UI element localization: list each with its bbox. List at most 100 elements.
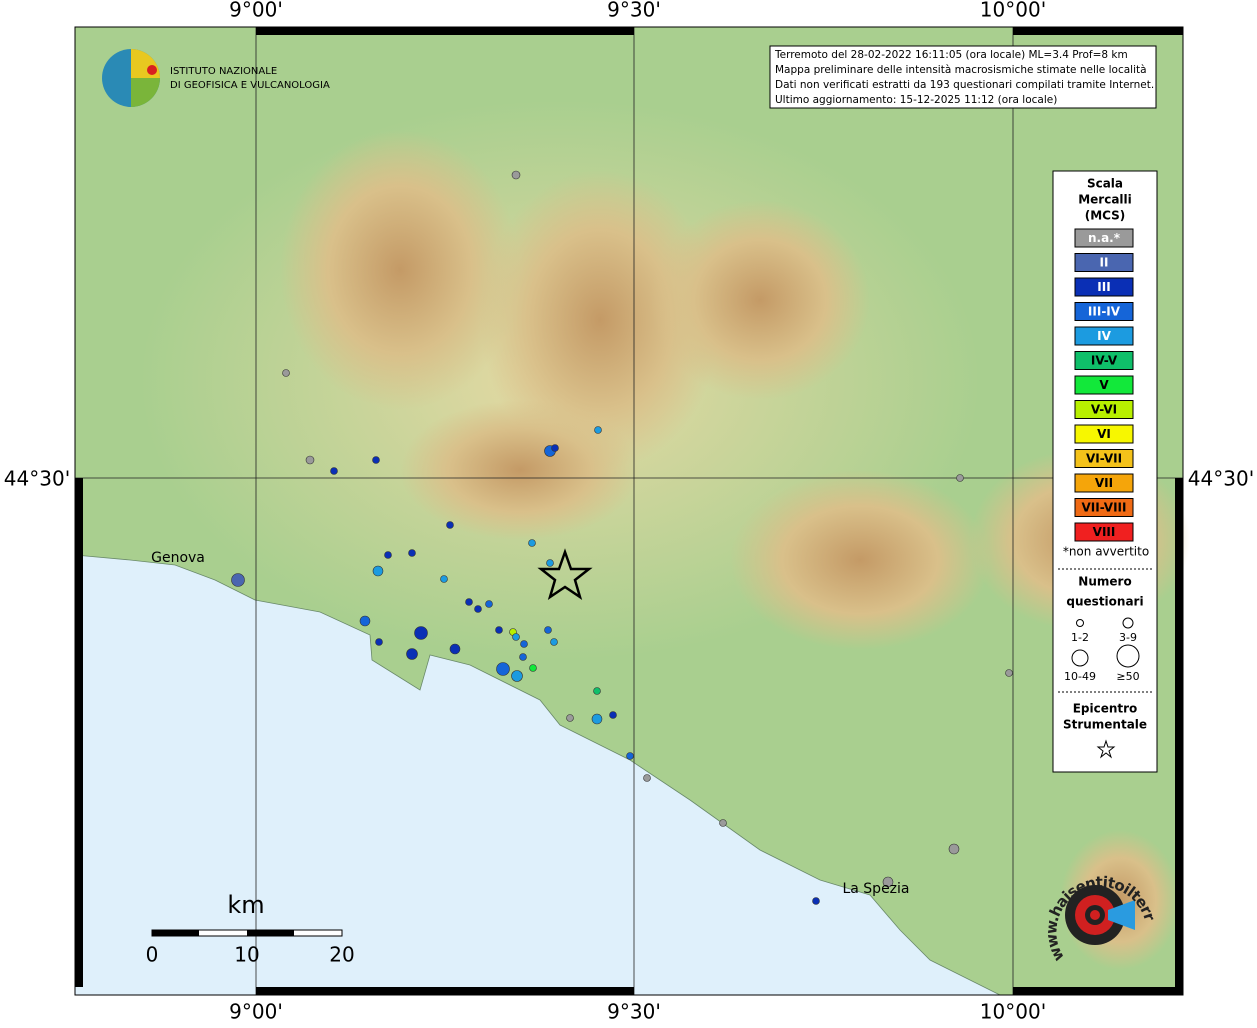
legend-label: VII <box>1095 476 1113 490</box>
legend-label: VII-VIII <box>1081 501 1126 515</box>
scale-tick: 20 <box>329 943 354 967</box>
lon-label: 9°00' <box>229 1000 283 1024</box>
lon-label: 10°00' <box>980 0 1046 22</box>
intensity-point <box>359 615 371 627</box>
lon-label: 9°30' <box>607 0 661 22</box>
legend-swatch <box>1074 424 1134 444</box>
legend-title: Scala <box>1087 177 1123 191</box>
info-box <box>769 45 1157 109</box>
legend-label: III <box>1097 280 1110 294</box>
intensity-point <box>511 670 523 682</box>
lon-label: 9°30' <box>607 1000 661 1024</box>
intensity-point <box>406 648 418 660</box>
legend-label: II <box>1100 256 1109 270</box>
legend-swatch <box>1074 351 1134 370</box>
intensity-point <box>550 638 558 646</box>
intensity-point <box>544 626 552 634</box>
intensity-point <box>609 711 617 719</box>
intensity-point <box>591 713 603 725</box>
legend-label: n.a.* <box>1088 231 1121 245</box>
size-label: 10-49 <box>1064 670 1096 683</box>
intensity-point <box>330 467 338 475</box>
legend-label: III-IV <box>1088 305 1121 319</box>
intensity-point <box>495 626 503 634</box>
legend-label: VI-VII <box>1086 452 1122 466</box>
intensity-point <box>446 521 454 529</box>
size-label: 3-9 <box>1119 631 1137 644</box>
grid-labels: 9°00' 9°30' 10°00' 9°00' 9°30' 10°00' 44… <box>4 0 1254 1024</box>
intensity-point <box>626 752 634 760</box>
intensity-point <box>956 474 964 482</box>
legend-swatch <box>1074 326 1134 346</box>
legend-title: questionari <box>1066 595 1143 609</box>
place-label: Genova <box>151 550 205 566</box>
legend-title: Numero <box>1078 575 1131 589</box>
intensity-point <box>594 426 602 434</box>
legend-swatch <box>1074 400 1134 419</box>
intensity-point <box>485 600 493 608</box>
intensity-point <box>282 369 290 377</box>
lat-label: 44°30' <box>4 467 70 491</box>
legend: ScalaMercalli(MCS)n.a.*IIIIIIII-IVIVIV-V… <box>1052 170 1158 773</box>
place-label: La Spezia <box>842 881 909 897</box>
legend-label: VI <box>1097 427 1111 441</box>
legend-label: VIII <box>1093 525 1116 539</box>
intensity-point <box>511 170 521 180</box>
legend-swatch <box>1074 522 1134 542</box>
info-line: Ultimo aggiornamento: 15-12-2025 11:12 (… <box>775 94 1057 106</box>
graticule <box>75 27 1183 995</box>
intensity-point <box>719 819 727 827</box>
intensity-point <box>1005 669 1013 677</box>
intensity-points <box>231 170 1013 905</box>
intensity-point <box>546 559 554 567</box>
size-label: ≥50 <box>1116 670 1139 683</box>
legend-title: Strumentale <box>1063 718 1147 732</box>
lon-label: 10°00' <box>980 1000 1046 1024</box>
legend-label: V <box>1099 378 1109 392</box>
intensity-point <box>520 640 528 648</box>
legend-swatch <box>1074 498 1134 517</box>
legend-swatch <box>1074 473 1134 493</box>
lon-label: 9°00' <box>229 0 283 22</box>
legend-label: V-VI <box>1091 403 1117 417</box>
scale-unit: km <box>227 891 264 919</box>
intensity-point <box>465 598 473 606</box>
info-line: Mappa preliminare delle intensità macros… <box>775 64 1147 76</box>
intensity-point <box>593 687 601 695</box>
info-line: Dati non verificati estratti da 193 ques… <box>775 79 1154 91</box>
logo-text: DI GEOFISICA E VULCANOLOGIA <box>170 80 330 91</box>
legend-swatch <box>1074 449 1134 468</box>
logo-text: ISTITUTO NAZIONALE <box>170 66 277 77</box>
frame <box>74 26 1184 996</box>
intensity-point <box>643 774 651 782</box>
intensity-point <box>882 876 894 888</box>
intensity-point <box>305 455 315 465</box>
legend-swatch <box>1074 277 1134 297</box>
legend-label: IV <box>1097 329 1111 343</box>
intensity-point <box>512 633 520 641</box>
epicenter <box>537 548 593 600</box>
lat-label: 44°30' <box>1188 467 1254 491</box>
intensity-point <box>440 575 448 583</box>
scale-tick: 0 <box>146 943 159 967</box>
intensity-point <box>414 626 428 640</box>
intensity-point <box>496 662 510 676</box>
intensity-point <box>375 638 383 646</box>
intensity-point <box>566 714 574 722</box>
legend-title: Epicentro <box>1073 702 1138 716</box>
legend-swatch <box>1074 302 1134 321</box>
scale-tick: 10 <box>234 943 259 967</box>
legend-title: (MCS) <box>1085 209 1126 223</box>
intensity-point <box>384 551 392 559</box>
info-line: Terremoto del 28-02-2022 16:11:05 (ora l… <box>774 49 1128 61</box>
legend-label: IV-V <box>1091 354 1118 368</box>
intensity-point <box>551 444 559 452</box>
intensity-point <box>812 897 820 905</box>
intensity-point <box>449 643 461 655</box>
legend-swatch <box>1074 375 1134 395</box>
intensity-point <box>231 573 245 587</box>
intensity-point <box>519 653 527 661</box>
intensity-point <box>948 843 960 855</box>
logo: ISTITUTO NAZIONALE DI GEOFISICA E VULCAN… <box>102 49 330 107</box>
